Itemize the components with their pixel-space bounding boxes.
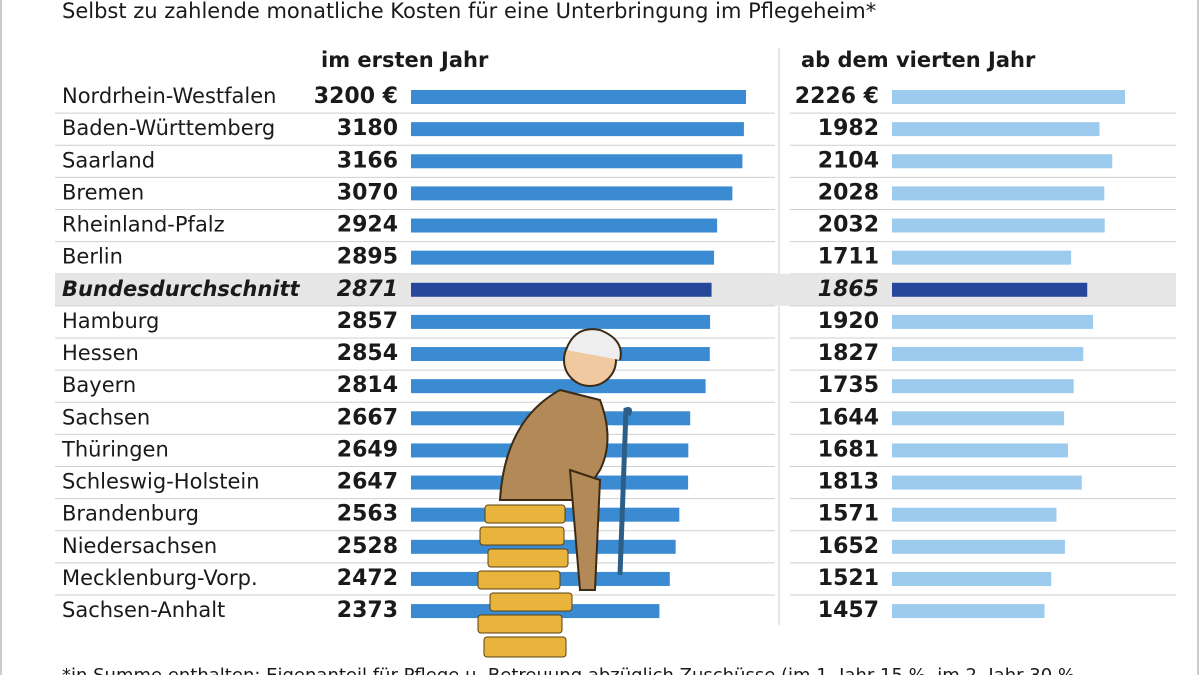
bar <box>892 90 1126 104</box>
bar <box>892 571 1052 586</box>
bar <box>892 282 1088 297</box>
value-label: 1521 <box>818 566 879 591</box>
bar <box>892 604 1045 619</box>
value-label: 2924 <box>337 213 398 238</box>
value-label: 2857 <box>337 309 398 334</box>
value-label: 2226 € <box>795 84 879 109</box>
bar <box>892 379 1074 394</box>
bar <box>892 347 1084 362</box>
category-label: Saarland <box>62 148 155 172</box>
category-label: Nordrhein-Westfalen <box>62 84 276 108</box>
bar <box>892 314 1093 329</box>
bar <box>411 186 733 201</box>
value-label: 2667 <box>337 405 398 430</box>
value-label: 1865 <box>818 277 879 302</box>
bar <box>892 154 1113 169</box>
bar <box>411 154 743 169</box>
category-label: Niedersachsen <box>62 534 217 558</box>
bar <box>411 314 711 329</box>
category-label: Thüringen <box>61 437 169 461</box>
bar <box>892 122 1100 137</box>
value-label: 2028 <box>818 180 879 205</box>
category-label: Sachsen-Anhalt <box>62 598 225 622</box>
bar <box>411 90 746 104</box>
value-label: 1644 <box>818 405 879 430</box>
value-label: 1735 <box>818 373 879 398</box>
series-header: im ersten Jahr <box>321 48 489 72</box>
footnote: *in Summe enthalten: Eigenanteil für Pfl… <box>62 665 1081 675</box>
value-label: 3180 <box>337 116 398 141</box>
category-label: Brandenburg <box>62 502 199 526</box>
value-label: 2854 <box>337 341 398 366</box>
category-label: Berlin <box>62 245 123 269</box>
bar <box>411 347 710 362</box>
value-label: 2814 <box>337 373 398 398</box>
category-label: Schleswig-Holstein <box>62 470 260 494</box>
bar <box>892 507 1057 522</box>
series-header: ab dem vierten Jahr <box>801 48 1036 72</box>
category-label: Bundesdurchschnitt <box>62 277 301 301</box>
category-label: Rheinland-Pfalz <box>62 213 225 237</box>
category-label: Sachsen <box>62 405 150 429</box>
value-label: 1652 <box>818 534 879 559</box>
value-label: 1571 <box>818 502 879 527</box>
value-label: 2563 <box>337 502 398 527</box>
bar <box>892 218 1105 233</box>
value-label: 2649 <box>337 437 398 462</box>
value-label: 1711 <box>818 245 879 270</box>
category-label: Bayern <box>62 373 136 397</box>
bar <box>892 186 1105 201</box>
bar <box>892 411 1065 426</box>
value-label: 1982 <box>818 116 879 141</box>
value-label: 1920 <box>818 309 879 334</box>
value-label: 2472 <box>337 566 398 591</box>
value-label: 1813 <box>818 470 879 495</box>
bar <box>411 282 712 297</box>
value-label: 2104 <box>818 148 879 173</box>
category-label: Baden-Württemberg <box>62 116 275 140</box>
value-label: 3070 <box>337 180 398 205</box>
bar <box>892 250 1072 265</box>
bar <box>411 218 718 233</box>
value-label: 2871 <box>337 277 398 302</box>
value-label: 3200 € <box>314 84 398 109</box>
subtitle: Selbst zu zahlende monatliche Kosten für… <box>62 0 876 23</box>
illustration <box>477 328 633 658</box>
value-label: 3166 <box>337 148 398 173</box>
value-label: 2647 <box>337 470 398 495</box>
bar <box>892 475 1082 490</box>
category-label: Hamburg <box>62 309 159 333</box>
rows: Nordrhein-Westfalen Baden-Württemberg Saar… <box>55 48 1176 623</box>
value-label: 1457 <box>818 598 879 623</box>
bar <box>411 250 715 265</box>
value-label: 1827 <box>818 341 879 366</box>
value-label: 2528 <box>337 534 398 559</box>
bar <box>892 539 1065 554</box>
category-label: Mecklenburg-Vorp. <box>62 566 258 590</box>
bar <box>411 539 676 554</box>
bar <box>892 443 1068 458</box>
category-label: Hessen <box>62 341 139 365</box>
value-label: 1681 <box>818 437 879 462</box>
value-label: 2373 <box>337 598 398 623</box>
bar <box>411 379 706 394</box>
bar <box>411 122 744 137</box>
value-label: 2032 <box>818 213 879 238</box>
category-label: Bremen <box>62 180 144 204</box>
value-label: 2895 <box>337 245 398 270</box>
